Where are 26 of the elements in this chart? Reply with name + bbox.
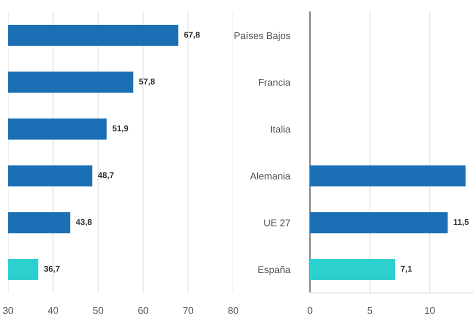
x-tick-label: 0 [308,307,312,314]
data-label: 51,9 [112,125,128,132]
x-tick-label: 30 [3,307,14,314]
y-tick-label: Francia [258,78,291,86]
x-tick-label: 50 [93,307,104,314]
x-tick-label: 5 [368,307,372,314]
y-tick-label: UE 27 [264,219,290,226]
data-label: 7,1 [400,266,412,273]
x-tick-label: 40 [48,307,58,314]
y-tick-label: Alemania [250,172,291,180]
bar [310,212,448,234]
x-tick-label: 70 [183,307,194,314]
data-label: 11,5 [454,219,469,226]
bar [310,165,466,186]
y-tick-label: Países Bajos [234,32,290,41]
x-tick-label: 80 [228,307,238,314]
data-label: 48,7 [98,172,114,180]
data-label: 43,8 [76,219,92,226]
x-tick-label: 60 [138,307,148,314]
x-tick-label: 10 [425,307,435,314]
y-tick-label: España [258,266,291,276]
data-label: 57,8 [139,78,155,86]
y-tick-label: Italia [270,126,291,133]
data-label: 67,8 [184,32,200,39]
data-label: 36,7 [44,266,60,273]
bar [310,258,395,280]
